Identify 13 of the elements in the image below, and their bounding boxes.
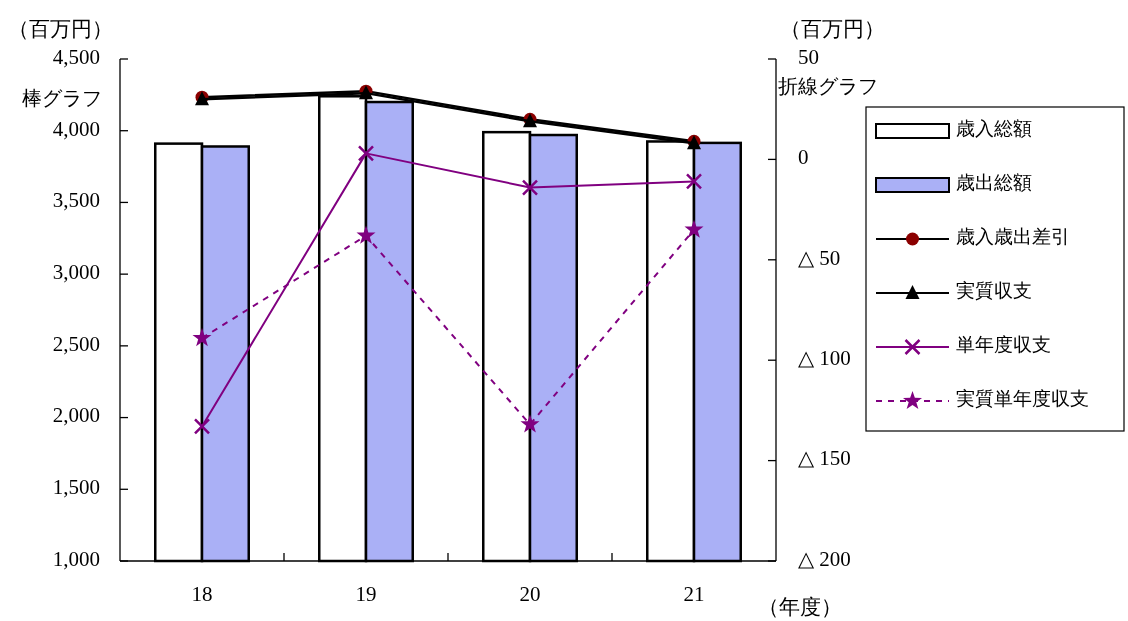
point bbox=[192, 328, 212, 347]
point bbox=[684, 219, 704, 238]
ylabel: （百万円） bbox=[8, 16, 113, 41]
point bbox=[357, 145, 375, 162]
xlabel: （年度） bbox=[758, 594, 842, 619]
y2label: （百万円） bbox=[780, 16, 885, 41]
point bbox=[356, 225, 376, 244]
point bbox=[520, 414, 540, 433]
point bbox=[521, 179, 539, 196]
point bbox=[193, 418, 211, 435]
point bbox=[685, 173, 703, 190]
annotation: 折線グラフ bbox=[778, 74, 878, 97]
annotation: 棒グラフ bbox=[22, 86, 102, 109]
